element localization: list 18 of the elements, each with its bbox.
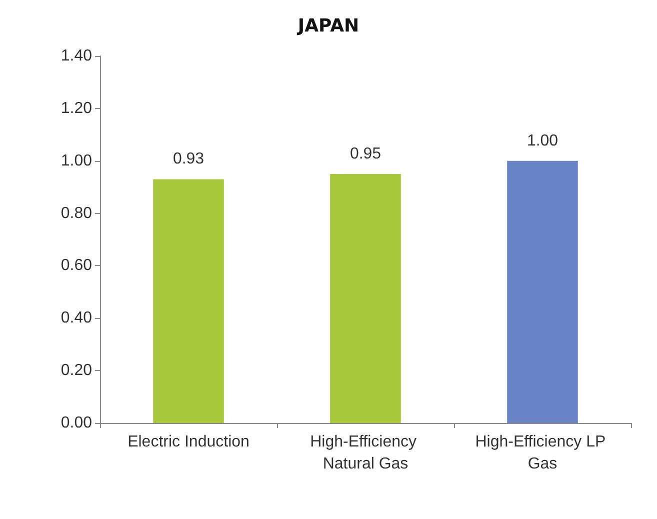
bar: [153, 179, 224, 423]
x-tick-label: Electric Induction: [128, 434, 250, 450]
y-tick-label: 0.00: [60, 414, 92, 432]
y-tick-label: 0.20: [60, 362, 92, 380]
y-tick-label: 1.20: [60, 100, 92, 117]
bar: [330, 174, 401, 423]
bar: [507, 160, 578, 423]
y-tick-label: 0.80: [60, 204, 92, 222]
chart-title: JAPAN: [296, 16, 360, 36]
y-tick-label: 0.60: [60, 257, 92, 274]
data-label: 0.93: [172, 150, 204, 168]
x-tick-label: High-Efficiency Natural Gas: [310, 434, 421, 472]
y-tick-label: 0.40: [60, 310, 92, 327]
data-label: 1.00: [526, 132, 558, 150]
x-tick-label: High-Efficiency LP Gas: [475, 434, 610, 472]
y-tick-label: 1.40: [60, 48, 92, 64]
y-tick-label: 1.00: [60, 152, 92, 170]
data-label: 0.95: [350, 145, 382, 162]
